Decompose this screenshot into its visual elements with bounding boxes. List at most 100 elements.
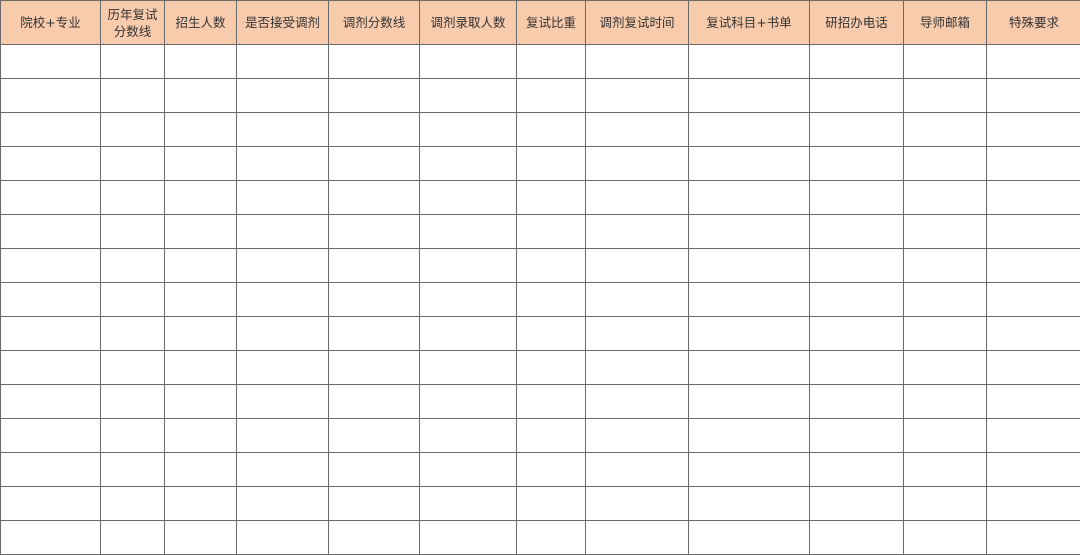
- table-cell[interactable]: [517, 113, 586, 147]
- table-cell[interactable]: [165, 215, 237, 249]
- table-cell[interactable]: [165, 249, 237, 283]
- table-cell[interactable]: [689, 487, 810, 521]
- table-cell[interactable]: [517, 147, 586, 181]
- table-cell[interactable]: [586, 79, 689, 113]
- table-cell[interactable]: [689, 453, 810, 487]
- table-cell[interactable]: [101, 385, 165, 419]
- table-cell[interactable]: [237, 113, 329, 147]
- table-cell[interactable]: [420, 215, 517, 249]
- table-cell[interactable]: [810, 79, 904, 113]
- table-cell[interactable]: [517, 419, 586, 453]
- table-cell[interactable]: [101, 147, 165, 181]
- column-header[interactable]: 调剂分数线: [329, 1, 420, 45]
- table-cell[interactable]: [987, 283, 1080, 317]
- table-cell[interactable]: [329, 419, 420, 453]
- table-cell[interactable]: [420, 113, 517, 147]
- table-cell[interactable]: [329, 113, 420, 147]
- table-cell[interactable]: [237, 181, 329, 215]
- table-cell[interactable]: [237, 79, 329, 113]
- table-cell[interactable]: [517, 249, 586, 283]
- table-cell[interactable]: [586, 419, 689, 453]
- table-cell[interactable]: [1, 385, 101, 419]
- table-cell[interactable]: [904, 79, 987, 113]
- table-cell[interactable]: [810, 181, 904, 215]
- table-cell[interactable]: [165, 521, 237, 555]
- table-cell[interactable]: [237, 317, 329, 351]
- table-cell[interactable]: [329, 147, 420, 181]
- table-cell[interactable]: [101, 317, 165, 351]
- table-cell[interactable]: [987, 181, 1080, 215]
- table-cell[interactable]: [1, 45, 101, 79]
- table-cell[interactable]: [237, 419, 329, 453]
- table-cell[interactable]: [689, 181, 810, 215]
- table-cell[interactable]: [1, 521, 101, 555]
- column-header[interactable]: 招生人数: [165, 1, 237, 45]
- table-cell[interactable]: [904, 283, 987, 317]
- table-cell[interactable]: [237, 283, 329, 317]
- table-cell[interactable]: [165, 487, 237, 521]
- table-cell[interactable]: [165, 181, 237, 215]
- column-header[interactable]: 复试科目+书单: [689, 1, 810, 45]
- table-cell[interactable]: [987, 113, 1080, 147]
- table-cell[interactable]: [810, 385, 904, 419]
- table-cell[interactable]: [1, 79, 101, 113]
- table-cell[interactable]: [237, 521, 329, 555]
- table-cell[interactable]: [586, 283, 689, 317]
- table-cell[interactable]: [689, 249, 810, 283]
- table-cell[interactable]: [517, 283, 586, 317]
- table-cell[interactable]: [101, 283, 165, 317]
- column-header[interactable]: 复试比重: [517, 1, 586, 45]
- table-cell[interactable]: [987, 521, 1080, 555]
- table-cell[interactable]: [101, 45, 165, 79]
- column-header[interactable]: 导师邮箱: [904, 1, 987, 45]
- table-cell[interactable]: [517, 79, 586, 113]
- table-cell[interactable]: [165, 45, 237, 79]
- table-cell[interactable]: [810, 249, 904, 283]
- table-cell[interactable]: [165, 351, 237, 385]
- table-cell[interactable]: [904, 113, 987, 147]
- table-cell[interactable]: [904, 487, 987, 521]
- table-cell[interactable]: [1, 113, 101, 147]
- table-cell[interactable]: [517, 181, 586, 215]
- table-cell[interactable]: [810, 419, 904, 453]
- table-cell[interactable]: [329, 283, 420, 317]
- table-cell[interactable]: [237, 45, 329, 79]
- table-cell[interactable]: [517, 45, 586, 79]
- table-cell[interactable]: [165, 453, 237, 487]
- table-cell[interactable]: [329, 45, 420, 79]
- table-cell[interactable]: [237, 147, 329, 181]
- table-cell[interactable]: [101, 181, 165, 215]
- table-cell[interactable]: [165, 79, 237, 113]
- table-cell[interactable]: [586, 385, 689, 419]
- table-cell[interactable]: [689, 45, 810, 79]
- table-cell[interactable]: [517, 453, 586, 487]
- table-cell[interactable]: [329, 181, 420, 215]
- table-cell[interactable]: [586, 113, 689, 147]
- table-cell[interactable]: [101, 521, 165, 555]
- table-cell[interactable]: [904, 215, 987, 249]
- table-cell[interactable]: [586, 351, 689, 385]
- table-cell[interactable]: [420, 249, 517, 283]
- table-cell[interactable]: [420, 147, 517, 181]
- table-cell[interactable]: [987, 385, 1080, 419]
- table-cell[interactable]: [1, 453, 101, 487]
- table-cell[interactable]: [586, 147, 689, 181]
- table-cell[interactable]: [420, 79, 517, 113]
- table-cell[interactable]: [586, 215, 689, 249]
- table-cell[interactable]: [329, 79, 420, 113]
- table-cell[interactable]: [987, 249, 1080, 283]
- table-cell[interactable]: [101, 487, 165, 521]
- table-cell[interactable]: [904, 181, 987, 215]
- table-cell[interactable]: [329, 215, 420, 249]
- table-cell[interactable]: [420, 317, 517, 351]
- table-cell[interactable]: [1, 419, 101, 453]
- table-cell[interactable]: [329, 249, 420, 283]
- table-cell[interactable]: [1, 487, 101, 521]
- table-cell[interactable]: [810, 487, 904, 521]
- table-cell[interactable]: [689, 317, 810, 351]
- table-cell[interactable]: [987, 215, 1080, 249]
- table-cell[interactable]: [586, 453, 689, 487]
- table-cell[interactable]: [101, 113, 165, 147]
- column-header[interactable]: 特殊要求: [987, 1, 1080, 45]
- table-cell[interactable]: [329, 385, 420, 419]
